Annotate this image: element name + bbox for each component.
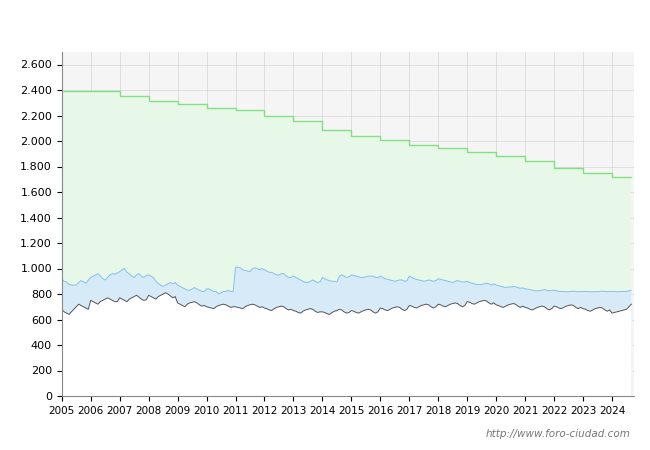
Text: http://www.foro-ciudad.com: http://www.foro-ciudad.com [486,429,630,439]
Text: Laxe - Evolucion de la poblacion en edad de Trabajar Septiembre de 2024: Laxe - Evolucion de la poblacion en edad… [55,16,595,31]
